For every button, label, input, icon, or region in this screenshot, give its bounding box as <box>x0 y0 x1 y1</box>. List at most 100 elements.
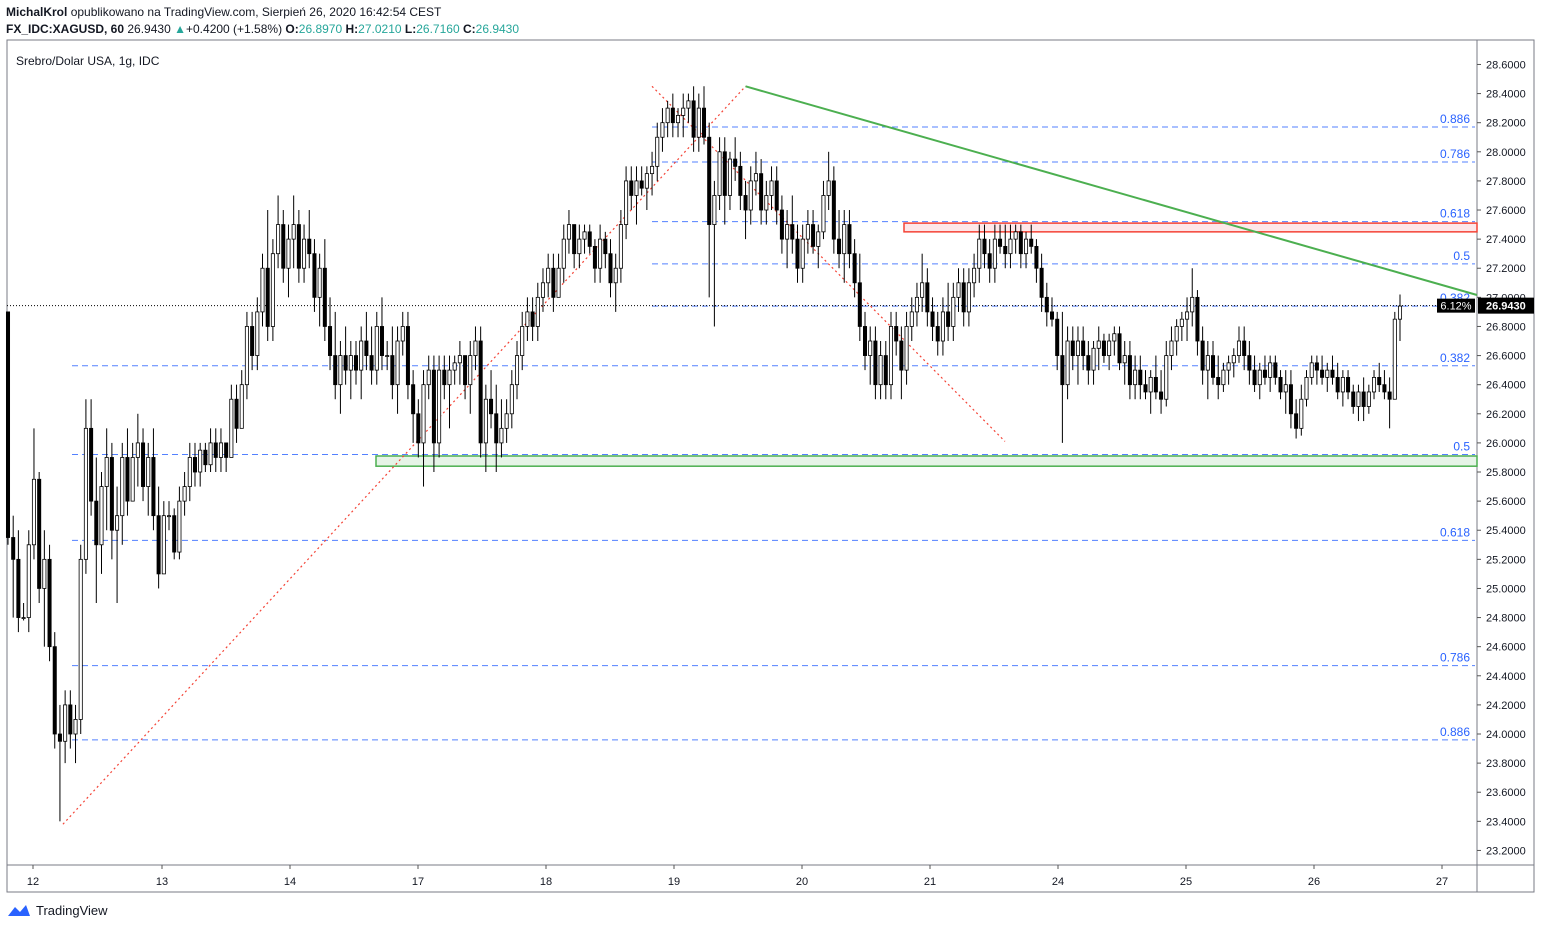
candle-down <box>998 238 1003 247</box>
candle-down <box>5 311 11 538</box>
candle-down <box>333 355 338 386</box>
y-tick-label: 28.4000 <box>1486 89 1526 101</box>
candle-up <box>73 719 78 735</box>
candle-up <box>696 107 701 138</box>
candle-up <box>1164 355 1169 400</box>
low-value: 26.7160 <box>416 22 460 36</box>
candle-down <box>478 340 483 444</box>
candle-down <box>1143 384 1148 393</box>
candle-down <box>156 515 161 575</box>
candle-up <box>1325 369 1330 378</box>
candle-down <box>883 355 888 386</box>
candle-up <box>437 369 442 444</box>
candle-up <box>1008 238 1013 255</box>
candle-up <box>1356 391 1361 407</box>
candle-down <box>925 282 930 313</box>
candle-up <box>1096 340 1101 349</box>
candle-down <box>1242 340 1247 356</box>
candle-up <box>546 267 551 284</box>
candle-up <box>255 311 260 356</box>
y-tick-label: 26.4000 <box>1486 380 1526 392</box>
descending-trendline <box>745 85 1478 296</box>
y-tick-label: 25.4000 <box>1486 525 1526 537</box>
candle-up <box>1190 296 1195 313</box>
candle-up <box>509 384 514 415</box>
close-value: 26.9430 <box>475 22 520 36</box>
y-tick-label: 26.0000 <box>1486 438 1526 450</box>
candle-up <box>260 267 265 313</box>
candle-down <box>57 733 62 742</box>
candle-down <box>89 427 94 502</box>
candle-up <box>556 267 561 298</box>
y-tick-label: 27.6000 <box>1486 205 1526 217</box>
candle-down <box>852 253 857 284</box>
candle-up <box>385 355 390 357</box>
candle-down <box>530 311 535 327</box>
candle-up <box>1013 231 1018 240</box>
candle-down <box>587 231 592 247</box>
candle-up <box>727 158 732 196</box>
candle-down <box>743 195 748 211</box>
candle-up <box>1174 326 1179 342</box>
candle-down <box>982 238 987 255</box>
up-arrow-icon: ▲ <box>174 22 186 36</box>
candle-down <box>1377 377 1382 386</box>
candle-down <box>1101 340 1106 356</box>
candle-down <box>442 369 447 386</box>
candle-up <box>167 515 172 518</box>
candle-down <box>353 355 359 371</box>
candle-up <box>951 296 956 327</box>
candle-up <box>120 457 125 517</box>
candle-down <box>946 311 951 327</box>
candle-down <box>894 326 899 342</box>
candle-up <box>31 478 36 546</box>
candle-down <box>733 158 738 167</box>
author-name[interactable]: MichalKrol <box>6 5 68 19</box>
x-tick-label: 12 <box>27 876 39 888</box>
candle-up <box>613 267 618 284</box>
high-label: H: <box>345 22 359 36</box>
candle-up <box>914 296 919 313</box>
candle-down <box>1382 384 1387 393</box>
candle-down <box>489 398 494 415</box>
candle-up <box>1257 369 1262 386</box>
candle-up <box>992 238 997 269</box>
footer-brand[interactable]: TradingView <box>6 902 108 918</box>
candle-down <box>779 209 784 240</box>
fib-guide-line-down <box>651 85 1006 442</box>
candle-down <box>213 442 218 458</box>
candle-up <box>499 427 504 444</box>
candle-down <box>1029 238 1034 247</box>
candle-up <box>177 500 182 553</box>
y-tick-label: 27.4000 <box>1486 234 1526 246</box>
candle-down <box>234 398 239 429</box>
candle-up <box>473 340 478 356</box>
candle-down <box>37 478 42 589</box>
candle-up <box>504 413 509 429</box>
y-tick-label: 23.8000 <box>1486 758 1526 770</box>
candle-up <box>1397 305 1403 320</box>
candle-down <box>250 326 255 356</box>
candle-up <box>561 238 566 269</box>
candle-down <box>322 267 327 327</box>
candle-up <box>956 282 961 298</box>
candle-down <box>629 180 634 196</box>
y-tick-label: 28.6000 <box>1486 59 1526 71</box>
last-price-tag-bg <box>1478 297 1534 314</box>
candle-up <box>1283 384 1288 393</box>
candle-up <box>816 231 821 247</box>
candle-up <box>426 369 431 386</box>
candle-down <box>11 537 16 560</box>
candle-up <box>650 165 655 175</box>
candle-down <box>1314 362 1319 371</box>
candle-down <box>707 136 712 225</box>
candle-down <box>224 442 229 458</box>
candle-up <box>457 355 462 364</box>
candle-down <box>899 340 904 371</box>
candle-down <box>1070 340 1075 356</box>
high-value: 27.0210 <box>358 22 402 36</box>
candle-down <box>411 384 416 415</box>
low-label: L: <box>404 22 417 36</box>
candle-down <box>1081 340 1086 356</box>
